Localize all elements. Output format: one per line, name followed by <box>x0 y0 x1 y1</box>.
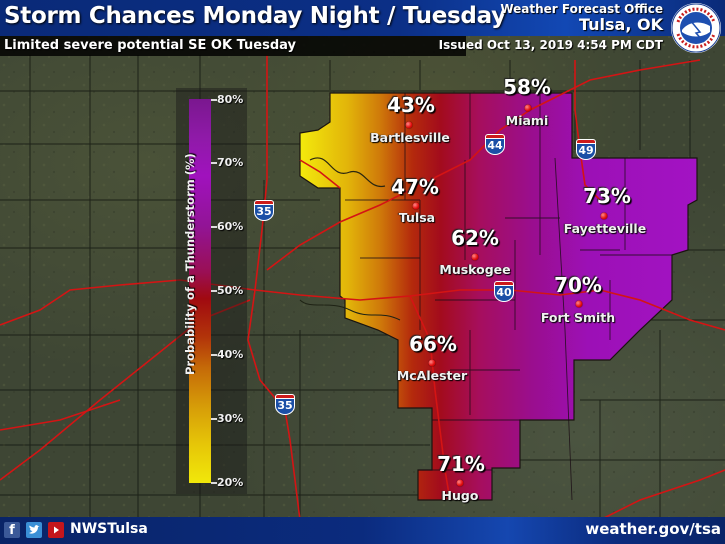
city-probability: 73% <box>583 184 631 208</box>
interstate-49-shield: 49 <box>576 139 596 161</box>
legend-tick <box>211 482 217 484</box>
city-name: Muskogee <box>439 262 511 277</box>
issued-timestamp: Issued Oct 13, 2019 4:54 PM CDT <box>438 38 663 52</box>
legend-tick <box>211 99 217 101</box>
city-marker <box>524 104 532 112</box>
city-name: Bartlesville <box>370 130 450 145</box>
page-subtitle: Limited severe potential SE OK Tuesday <box>4 38 296 53</box>
city-probability: 62% <box>451 226 499 250</box>
legend-tick <box>211 162 217 164</box>
facebook-icon[interactable]: f <box>4 522 20 538</box>
legend-tick-label: 30% <box>217 412 244 425</box>
interstate-40-shield: 40 <box>494 281 514 303</box>
city-marker <box>600 212 608 220</box>
city-probability: 71% <box>437 452 485 476</box>
interstate-35-shield: 35 <box>254 200 274 222</box>
city-marker <box>412 202 420 210</box>
legend-tick-label: 60% <box>217 220 244 233</box>
city-marker <box>471 253 479 261</box>
city-marker <box>575 300 583 308</box>
subtitle-bar <box>0 36 466 56</box>
interstate-44-route <box>266 59 701 271</box>
legend-tick-label: 80% <box>217 93 244 106</box>
legend-tick-label: 20% <box>217 476 244 489</box>
city-marker <box>428 359 436 367</box>
city-name: Fort Smith <box>540 310 616 325</box>
legend-tick-label: 50% <box>217 284 244 297</box>
city-marker <box>405 121 413 129</box>
city-probability: 58% <box>503 75 551 99</box>
city-name: Fayetteville <box>563 221 647 236</box>
city-probability: 47% <box>391 175 439 199</box>
interstate-35-route <box>247 55 301 521</box>
legend-colorbar <box>189 99 211 483</box>
nws-logo-icon <box>671 3 721 53</box>
city-probability: 70% <box>554 273 602 297</box>
youtube-icon[interactable] <box>48 522 64 538</box>
interstate-40-route <box>0 279 725 331</box>
legend-tick <box>211 290 217 292</box>
city-marker <box>456 479 464 487</box>
city-name: Hugo <box>441 488 479 503</box>
legend-tick-label: 40% <box>217 348 244 361</box>
footer-bar <box>0 517 725 544</box>
page-title: Storm Chances Monday Night / Tuesday <box>4 3 506 29</box>
city-name: Miami <box>505 113 549 128</box>
legend-tick <box>211 354 217 356</box>
city-name: Tulsa <box>398 210 436 225</box>
interstate-44-shield: 44 <box>485 134 505 156</box>
header-bar <box>0 0 725 36</box>
legend-title-text: Probability of a Thunderstorm (%) <box>183 153 197 375</box>
legend-tick <box>211 418 217 420</box>
city-probability: 66% <box>409 332 457 356</box>
social-handle[interactable]: NWSTulsa <box>70 521 148 537</box>
legend-tick-label: 70% <box>217 156 244 169</box>
twitter-icon[interactable] <box>26 522 42 538</box>
legend-tick <box>211 226 217 228</box>
interstate-35-shield-south: 35 <box>275 394 295 416</box>
office-city: Tulsa, OK <box>579 15 663 34</box>
website-link[interactable]: weather.gov/tsa <box>585 520 721 538</box>
city-probability: 43% <box>387 93 435 117</box>
office-label: Weather Forecast Office <box>500 2 663 16</box>
city-name: McAlester <box>396 368 468 383</box>
